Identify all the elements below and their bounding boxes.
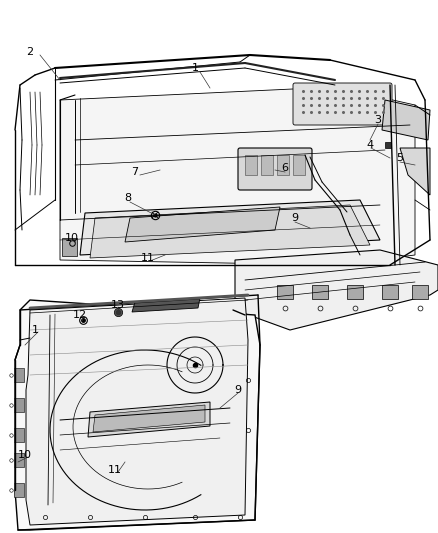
Polygon shape [26,298,248,525]
Bar [14,398,24,412]
Bar [412,285,428,299]
Bar [312,285,328,299]
Polygon shape [60,87,415,265]
Bar [245,155,257,175]
FancyBboxPatch shape [238,148,312,190]
Text: 13: 13 [111,300,125,310]
Polygon shape [235,250,438,330]
Polygon shape [228,305,235,320]
Text: 5: 5 [396,153,403,163]
Text: 10: 10 [18,450,32,460]
Bar [293,155,305,175]
Polygon shape [90,205,370,258]
Bar [62,238,77,256]
Text: 4: 4 [367,140,374,150]
Polygon shape [80,200,380,255]
Bar [14,453,24,467]
Text: 8: 8 [124,193,131,203]
Text: 10: 10 [65,233,79,243]
Text: 9: 9 [291,213,299,223]
Polygon shape [125,207,280,242]
Text: 6: 6 [282,163,289,173]
Text: 1: 1 [32,325,39,335]
Polygon shape [132,298,200,312]
Text: 9: 9 [234,385,242,395]
Bar [347,285,363,299]
Polygon shape [88,402,210,437]
Bar [277,155,289,175]
Text: 1: 1 [191,63,198,73]
FancyBboxPatch shape [293,83,392,125]
Bar [277,285,293,299]
Polygon shape [93,405,205,432]
Polygon shape [15,300,260,530]
Bar [14,428,24,442]
Polygon shape [382,100,430,140]
Text: 7: 7 [131,167,138,177]
Text: 3: 3 [374,115,381,125]
Text: 2: 2 [26,47,34,57]
Bar [14,368,24,382]
Text: 12: 12 [73,310,87,320]
Bar [14,483,24,497]
Bar [261,155,273,175]
Text: 11: 11 [141,253,155,263]
Bar [382,285,398,299]
Polygon shape [400,148,430,195]
Text: 11: 11 [108,465,122,475]
